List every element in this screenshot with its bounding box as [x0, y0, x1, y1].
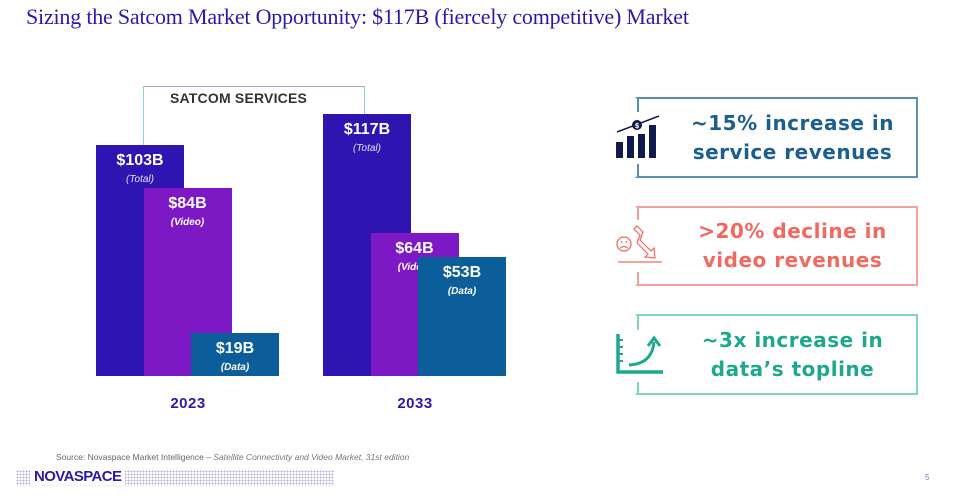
revenue-growth-icon: $: [608, 112, 664, 164]
source-title: Satellite Connectivity and Video Market,…: [213, 452, 410, 462]
callout-line1: >20% decline in: [698, 219, 887, 243]
page-title: Sizing the Satcom Market Opportunity: $1…: [26, 4, 689, 29]
callout-text: >20% decline in video revenues: [677, 217, 908, 275]
x-tick-label-2033: 2033: [397, 395, 433, 412]
bar-2033-data: $53B (Data): [418, 257, 506, 376]
logo-text: NOVASPACE: [30, 468, 126, 485]
callout-line1: ~3x increase in: [701, 327, 884, 352]
callout-text: ~15% increase in service revenues: [677, 109, 908, 167]
data-sublabel: (Total): [353, 143, 381, 154]
svg-text:$: $: [635, 122, 640, 130]
callout-line2: video revenues: [702, 248, 883, 272]
data-sublabel: (Video): [397, 261, 432, 273]
data-label: $64B: [395, 239, 434, 257]
chart-title: SATCOM SERVICES: [170, 90, 308, 106]
data-sublabel: (Total): [126, 174, 154, 186]
callout-service-revenues: ~15% increase in service revenues: [635, 97, 918, 178]
data-label: $53B: [442, 264, 482, 282]
callout-line1: ~15% increase in: [691, 110, 894, 135]
callout-data-topline: ~3x increase in data’s topline: [635, 314, 918, 395]
page-number: 5: [925, 473, 930, 482]
data-label: $84B: [168, 194, 207, 212]
growth-curve-icon: [608, 330, 664, 382]
data-sublabel: (Data): [447, 286, 477, 298]
data-label: $117B: [343, 121, 391, 138]
bar-2023-data: $19B (Data): [191, 333, 279, 376]
novaspace-logo: NOVASPACE: [16, 468, 334, 486]
data-label: $19B: [215, 340, 255, 358]
sad-decline-icon: [608, 220, 664, 272]
source-prefix: Source: Novaspace Market Intelligence –: [56, 452, 214, 462]
source-note: Source: Novaspace Market Intelligence – …: [56, 452, 409, 462]
callout-line2: service revenues: [692, 139, 893, 164]
callout-text: ~3x increase in data’s topline: [677, 326, 908, 384]
data-label: $103B: [116, 152, 164, 170]
data-sublabel: (Data): [220, 362, 250, 374]
callout-line2: data’s topline: [710, 356, 875, 381]
x-tick-label-2023: 2023: [170, 395, 206, 412]
callout-video-revenues: >20% decline in video revenues: [635, 206, 918, 286]
data-sublabel: (Video): [170, 216, 205, 228]
